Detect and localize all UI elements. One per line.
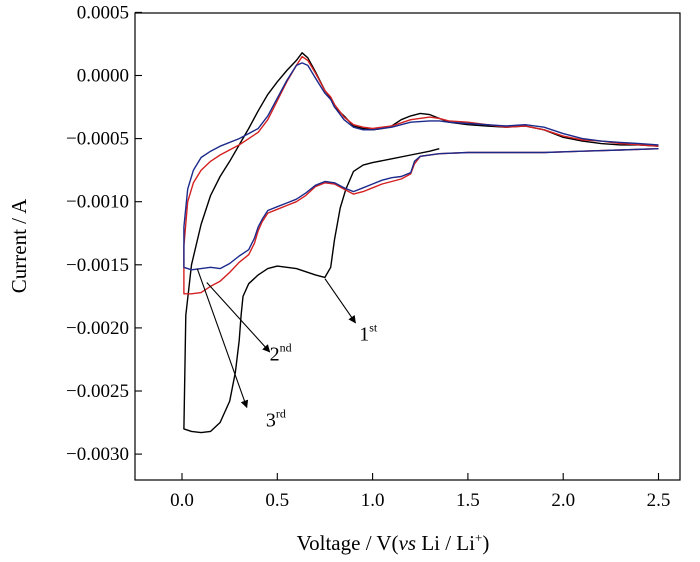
y-tick-label: −0.0020 [66, 318, 129, 339]
first-cycle-label: 1st [359, 321, 378, 346]
x-axis-title: Voltage / V(vs Li / Li+) [297, 530, 490, 555]
y-tick-label: −0.0030 [66, 444, 129, 465]
x-tick-label: 0.0 [170, 490, 194, 511]
y-tick-label: 0.0000 [77, 66, 129, 87]
x-tick-label: 2.5 [647, 490, 671, 511]
third-cycle-label: 3rd [266, 406, 286, 431]
x-tick-label: 0.5 [265, 490, 289, 511]
cv-cycle-2-line [183, 55, 659, 295]
y-tick-label: −0.0025 [66, 381, 129, 402]
y-tick-label: 0.0005 [77, 2, 129, 23]
second-cycle-arrow [206, 282, 271, 353]
y-tick-label: −0.0005 [66, 129, 129, 150]
annotations: 1st 2nd 3rd [196, 268, 378, 431]
y-tick-label: −0.0010 [66, 192, 129, 213]
x-tick-label: 1.0 [361, 490, 385, 511]
y-axis-title: Current / A [7, 198, 31, 293]
first-cycle-arrow [324, 278, 356, 324]
third-cycle-arrow [196, 268, 249, 409]
plot-lines [183, 52, 659, 434]
second-cycle-label: 2nd [270, 341, 292, 366]
axis-ticks: 0.0 0.5 1.0 1.5 2.0 2.5 0.0005 0.0000 −0.0005 −0.… [66, 2, 670, 511]
plot-frame [134, 12, 681, 481]
x-tick-label: 2.0 [551, 490, 575, 511]
cv-cycle-3-line [183, 62, 659, 271]
x-tick-label: 1.5 [456, 490, 480, 511]
y-tick-label: −0.0015 [66, 255, 129, 276]
